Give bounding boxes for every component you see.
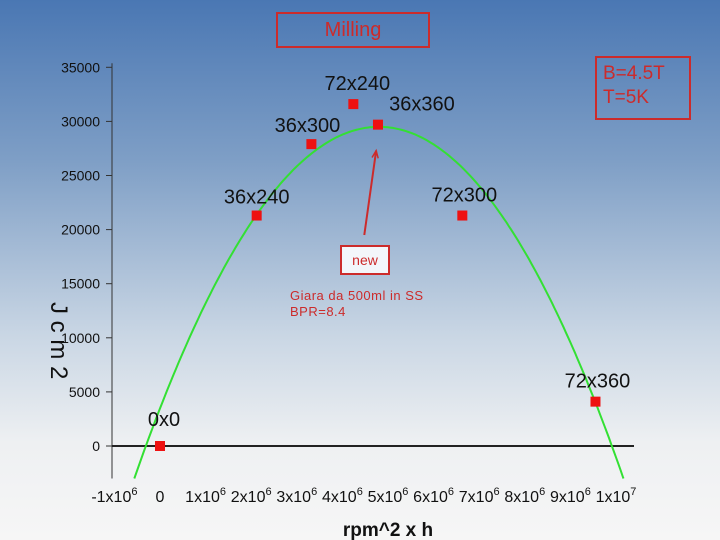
milling-title-box: Milling: [276, 12, 430, 48]
y-tick-label: 5000: [69, 384, 100, 400]
x-tick-label: 3x106: [276, 486, 317, 506]
point-label: 0x0: [148, 409, 180, 431]
x-tick-label: 2x106: [231, 486, 272, 506]
bpr-note: BPR=8.4: [290, 304, 346, 319]
fit-curve: [133, 125, 625, 479]
arrow-head: [371, 148, 379, 159]
field-label: B=4.5T: [603, 63, 665, 84]
y-tick-label: 20000: [61, 222, 100, 238]
x-axis-title: rpm^2 x h: [343, 520, 433, 540]
conditions-box: B=4.5T T=5K: [595, 56, 691, 120]
x-tick-label: 0: [156, 489, 165, 506]
jar-note: Giara da 500ml in SS: [290, 288, 424, 303]
x-tick-label: 6x106: [413, 486, 454, 506]
x-tick-label: 8x106: [504, 486, 545, 506]
arrow-line: [363, 150, 378, 236]
y-axis: 0 5000 10000 15000 20000 25000 30000 35000: [61, 59, 113, 479]
data-point: [457, 210, 468, 221]
x-tick-label: 1x107: [596, 486, 637, 506]
y-tick-label: 10000: [61, 330, 100, 346]
point-label: 36x240: [224, 187, 290, 209]
y-tick-label: 35000: [61, 59, 100, 75]
x-tick-label: -1x106: [91, 486, 137, 506]
x-tick-label: 5x106: [368, 486, 409, 506]
data-point: [372, 119, 383, 130]
x-tick-label: 7x106: [459, 486, 500, 506]
point-label: 36x300: [275, 115, 341, 137]
y-axis-title: J c m 2: [45, 302, 72, 380]
data-point: [155, 441, 165, 451]
plot-lines: [112, 125, 634, 479]
y-tick-label: 25000: [61, 168, 100, 184]
new-point-label: new: [340, 245, 390, 275]
point-label: 36x360: [389, 94, 455, 116]
point-label: 72x240: [325, 73, 391, 95]
temperature-label: T=5K: [603, 87, 649, 108]
data-point: [251, 210, 262, 221]
data-point: [348, 99, 359, 110]
point-label: 72x300: [432, 185, 498, 207]
y-tick-label: 0: [92, 438, 100, 454]
x-tick-label: 4x106: [322, 486, 363, 506]
point-label: 72x360: [565, 371, 631, 393]
sample-notes: Giara da 500ml in SS BPR=8.4: [290, 288, 424, 320]
data-point: [306, 139, 317, 150]
y-tick-label: 15000: [61, 276, 100, 292]
y-tick-label: 30000: [61, 113, 100, 129]
x-tick-label: 1x106: [185, 486, 226, 506]
data-point: [590, 396, 601, 407]
x-tick-label: 9x106: [550, 486, 591, 506]
x-axis: -1x106 0 1x106 2x106 3x106 4x106 5x106 6x106 7x1…: [91, 486, 636, 506]
